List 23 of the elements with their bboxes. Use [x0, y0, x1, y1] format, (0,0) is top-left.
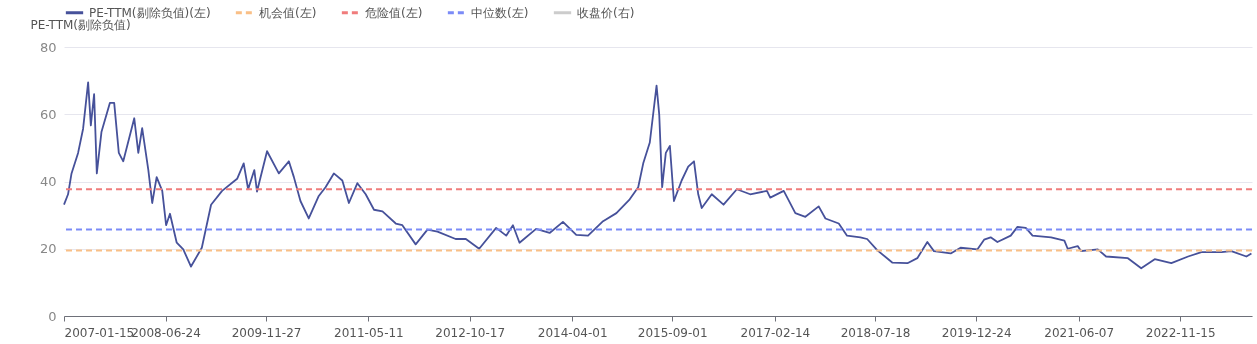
x-tick-label: 2021-06-07 — [1044, 325, 1115, 340]
x-tick-label: 2011-05-11 — [334, 325, 404, 340]
x-tick-label: 2019-12-24 — [941, 325, 1012, 340]
y-tick-label: 40 — [39, 174, 57, 189]
x-tick-label: 2018-07-18 — [840, 325, 911, 340]
x-tick-label: 2009-11-27 — [231, 325, 302, 340]
y-tick-label: 0 — [48, 308, 57, 324]
x-tick-label: 2012-10-17 — [435, 325, 506, 340]
x-tick-label: 2014-04-01 — [537, 325, 608, 340]
legend-label: 机会值(左) — [259, 5, 317, 20]
y-tick-label: 20 — [39, 241, 57, 257]
line-series — [63, 81, 1253, 270]
y-tick-label: 60 — [39, 106, 57, 122]
x-tick-label: 2022-11-15 — [1145, 325, 1216, 340]
x-tick-label: 2017-02-14 — [740, 325, 811, 340]
legend-label: 中位数(左) — [471, 5, 529, 20]
x-tick-label: 2008-06-24 — [131, 325, 201, 340]
legend-label: 收盘价(右) — [577, 5, 635, 20]
legend-label: 危险值(左) — [365, 5, 423, 20]
x-tick-label: 2015-09-01 — [637, 325, 708, 340]
y-axis-title: PE-TTM(剔除负值) — [30, 17, 131, 32]
y-tick-label: 80 — [39, 39, 57, 55]
legend-label: PE-TTM(剔除负值)(左) — [89, 5, 211, 20]
